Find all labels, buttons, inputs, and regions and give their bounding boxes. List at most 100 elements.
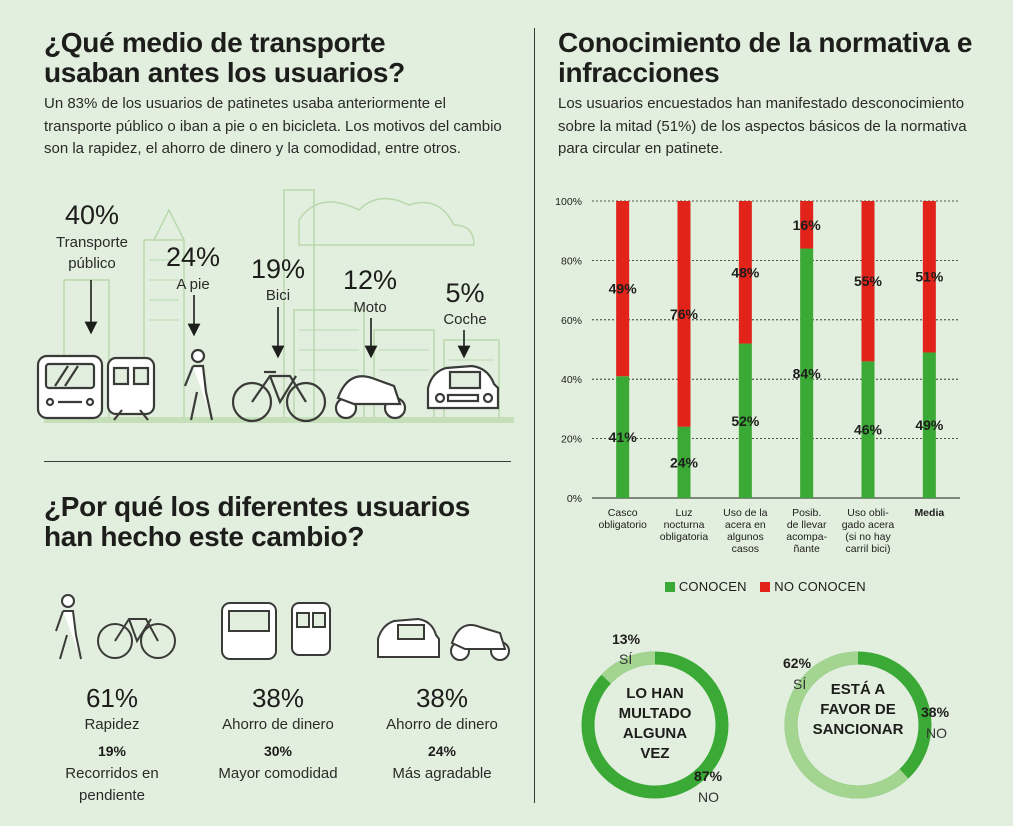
data-label-no-conocen: 76% <box>670 306 699 322</box>
car-icon <box>426 364 500 410</box>
legend-swatch-conocen <box>665 581 675 592</box>
bar-conocen <box>616 376 630 498</box>
bar-no-conocen <box>922 201 936 353</box>
x-category-label: obligatorio <box>598 519 647 531</box>
legend-label-noconocen: NO CONOCEN <box>774 579 866 595</box>
bar-conocen <box>738 343 752 498</box>
x-category-label: acera en <box>725 519 766 531</box>
data-label-conocen: 41% <box>609 429 638 445</box>
data-label-no-conocen: 16% <box>793 217 822 233</box>
reason-3-secondary-label: Más agradable <box>392 765 492 782</box>
normativa-intro: Los usuarios encuestados han manifestado… <box>558 95 967 157</box>
bar-no-conocen <box>861 201 875 362</box>
bar-no-conocen <box>677 201 691 427</box>
data-label-conocen: 49% <box>915 417 944 433</box>
y-tick-label: 80% <box>561 255 582 267</box>
mode-label-transporte: Transporte público <box>56 234 128 272</box>
x-category-label: casos <box>732 543 759 555</box>
data-label-conocen: 84% <box>793 365 822 381</box>
train-icon <box>291 602 331 656</box>
legend-label-conocen: CONOCEN <box>678 579 747 595</box>
pedestrian-icon <box>183 348 214 421</box>
scooter-icon <box>450 624 510 661</box>
reason-1-secondary-label: Recorridos en pendiente <box>65 765 159 804</box>
reason-icons <box>55 594 510 661</box>
donut-sancionar-center: ESTÁ A FAVOR DE SANCIONAR <box>812 681 904 738</box>
donut-sancionar-no-word: NO <box>926 725 947 741</box>
x-category-label: algunos <box>727 531 764 543</box>
legend-swatch-noconocen <box>760 581 771 592</box>
donut-slice-yes <box>784 651 932 799</box>
mode-pct-pie: 24% <box>165 242 221 272</box>
x-category-label: gado acera <box>842 519 895 531</box>
bar-no-conocen <box>738 201 752 344</box>
x-category-label: Posib. <box>792 507 821 519</box>
bus-icon <box>36 354 104 420</box>
y-tick-label: 60% <box>561 315 582 327</box>
x-category-label: nocturna <box>664 519 705 531</box>
y-tick-label: 40% <box>561 374 582 386</box>
reason-1-pct: 61% <box>85 683 139 713</box>
donut-sancionar <box>784 651 932 799</box>
mode-pct-moto: 12% <box>342 265 398 295</box>
reason-3-pct: 38% <box>415 683 469 713</box>
transport-title: ¿Qué medio de transporte usaban antes lo… <box>44 27 405 88</box>
x-category-label: Media <box>914 507 944 519</box>
y-tick-label: 0% <box>567 493 582 505</box>
donut-multado <box>581 651 729 799</box>
reason-2-secondary-pct: 30% <box>263 743 293 759</box>
reason-1-label: Rapidez <box>84 716 140 733</box>
bar-no-conocen <box>616 201 630 377</box>
donut-multado-no-word: NO <box>698 789 719 805</box>
donut-slice-yes <box>581 651 729 799</box>
train-icon <box>106 356 156 421</box>
donut-multado-no-pct: 87% <box>694 768 723 784</box>
x-category-label: ñante <box>794 543 820 555</box>
donut-sancionar-yes-pct: 62% <box>783 655 812 671</box>
data-label-conocen: 24% <box>670 454 699 470</box>
bar-conocen <box>677 426 691 498</box>
donut-sancionar-no-pct: 38% <box>921 704 950 720</box>
donut-multado-yes-pct: 13% <box>612 631 641 647</box>
x-category-label: acompa- <box>786 531 827 543</box>
reason-2-secondary-label: Mayor comodidad <box>218 765 338 782</box>
data-label-conocen: 52% <box>731 413 760 429</box>
chart-legend: CONOCEN NO CONOCEN <box>665 578 895 594</box>
left-divider <box>44 461 511 462</box>
mode-label-coche: Coche <box>443 311 487 328</box>
car-icon <box>377 617 440 658</box>
bar-conocen <box>922 352 936 498</box>
bar-no-conocen <box>800 201 814 249</box>
pedestrian-icon <box>55 594 82 660</box>
mode-label-bici: Bici <box>265 287 291 304</box>
x-category-label: Uso de la <box>723 507 768 519</box>
data-label-no-conocen: 51% <box>915 269 944 285</box>
reason-1-secondary-pct: 19% <box>97 743 127 759</box>
x-category-label: Uso obli- <box>847 507 889 519</box>
data-label-no-conocen: 48% <box>731 264 760 280</box>
transport-intro: Un 83% de los usuarios de patinetes usab… <box>44 95 502 157</box>
x-category-label: (si no hay <box>845 531 891 543</box>
donut-sancionar-yes-word: SÍ <box>793 676 807 692</box>
data-label-no-conocen: 55% <box>854 273 883 289</box>
x-category-label: de llevar <box>787 519 827 531</box>
donut-multado-center: LO HAN MULTADO ALGUNA VEZ <box>618 685 692 762</box>
bicycle-icon <box>97 618 176 659</box>
reason-2-label: Ahorro de dinero <box>222 716 334 733</box>
x-category-label: obligatoria <box>660 531 709 543</box>
bus-icon <box>221 602 277 660</box>
mode-pct-coche: 5% <box>445 278 485 308</box>
scooter-icon <box>334 375 407 420</box>
donut-multado-yes-word: SÍ <box>619 651 633 667</box>
mode-label-pie: A pie <box>176 276 210 293</box>
x-category-label: Luz <box>676 507 693 519</box>
reasons-title: ¿Por qué los diferentes usuarios han hec… <box>44 491 471 552</box>
x-category-label: Casco <box>608 507 638 519</box>
y-tick-label: 20% <box>561 434 582 446</box>
mode-pct-transporte: 40% <box>64 200 120 230</box>
mode-label-moto: Moto <box>353 299 387 316</box>
bicycle-icon <box>231 370 327 423</box>
city-skyline-illustration <box>44 189 514 423</box>
bar-conocen <box>800 248 814 498</box>
reason-3-label: Ahorro de dinero <box>386 716 498 733</box>
